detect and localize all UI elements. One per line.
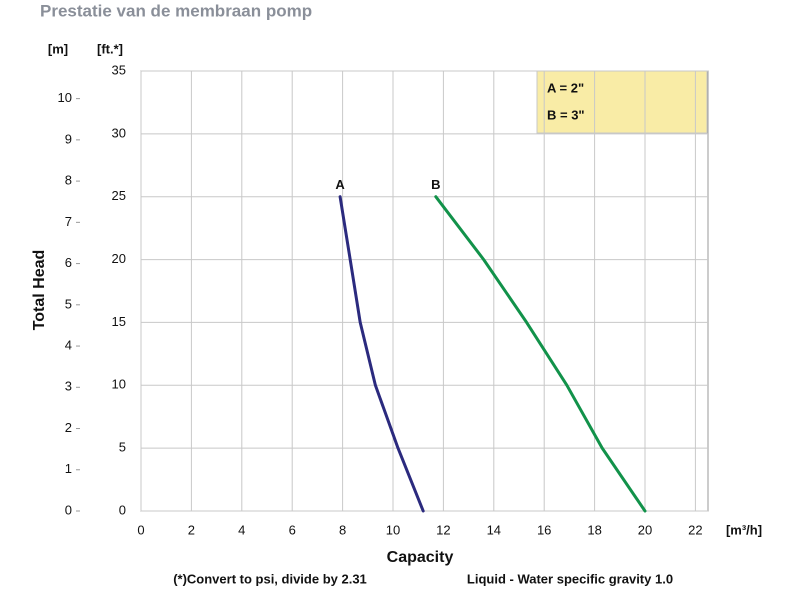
x-tick-label: 4 bbox=[238, 522, 245, 537]
y2-tick-label: 10 bbox=[58, 90, 72, 105]
curve-label: B bbox=[431, 177, 440, 192]
y2-tick-label: 2 bbox=[65, 420, 72, 435]
y2-tick-label: 8 bbox=[65, 173, 72, 188]
y2-tick-label: 3 bbox=[65, 379, 72, 394]
y2-tick-label: 4 bbox=[65, 337, 72, 352]
x-tick-label: 12 bbox=[436, 522, 450, 537]
x-tick-label: 6 bbox=[289, 522, 296, 537]
x-tick-label: 16 bbox=[537, 522, 551, 537]
y-axis-title: Total Head bbox=[31, 250, 48, 331]
legend-item: A = 2" bbox=[547, 80, 584, 95]
x-tick-label: 10 bbox=[386, 522, 400, 537]
y-tick-label: 35 bbox=[112, 62, 126, 77]
y-tick-label: 15 bbox=[112, 314, 126, 329]
y2-tick-label: 5 bbox=[65, 296, 72, 311]
y-tick-label: 5 bbox=[119, 440, 126, 455]
y-unit: [ft.*] bbox=[97, 41, 123, 56]
y-tick-label: 0 bbox=[119, 502, 126, 517]
legend-item: B = 3" bbox=[547, 107, 585, 122]
chart-title: Prestatie van de membraan pomp bbox=[40, 1, 312, 20]
x-tick-label: 2 bbox=[188, 522, 195, 537]
x-tick-label: 8 bbox=[339, 522, 346, 537]
y2-tick-label: 6 bbox=[65, 255, 72, 270]
curve-label: A bbox=[335, 177, 345, 192]
x-axis-title: Capacity bbox=[387, 549, 454, 566]
y2-tick-label: 9 bbox=[65, 131, 72, 146]
y2-unit: [m] bbox=[48, 41, 68, 56]
y2-tick-label: 7 bbox=[65, 214, 72, 229]
legend-box bbox=[536, 70, 708, 134]
curve bbox=[338, 195, 425, 513]
y2-tick-label: 1 bbox=[65, 461, 72, 476]
x-tick-label: 18 bbox=[587, 522, 601, 537]
note: Liquid - Water specific gravity 1.0 bbox=[467, 571, 673, 586]
x-tick-label: 22 bbox=[688, 522, 702, 537]
curve bbox=[434, 195, 647, 513]
y2-tick-label: 0 bbox=[65, 502, 72, 517]
x-tick-label: 20 bbox=[638, 522, 652, 537]
y-tick-label: 30 bbox=[112, 125, 126, 140]
y-tick-label: 20 bbox=[112, 251, 126, 266]
x-tick-label: 14 bbox=[487, 522, 501, 537]
x-tick-label: 0 bbox=[137, 522, 144, 537]
x-unit: [m³/h] bbox=[726, 522, 762, 537]
plot-area bbox=[140, 70, 709, 512]
footnote: (*)Convert to psi, divide by 2.31 bbox=[173, 571, 367, 586]
y-tick-label: 25 bbox=[112, 188, 126, 203]
y-tick-label: 10 bbox=[112, 377, 126, 392]
